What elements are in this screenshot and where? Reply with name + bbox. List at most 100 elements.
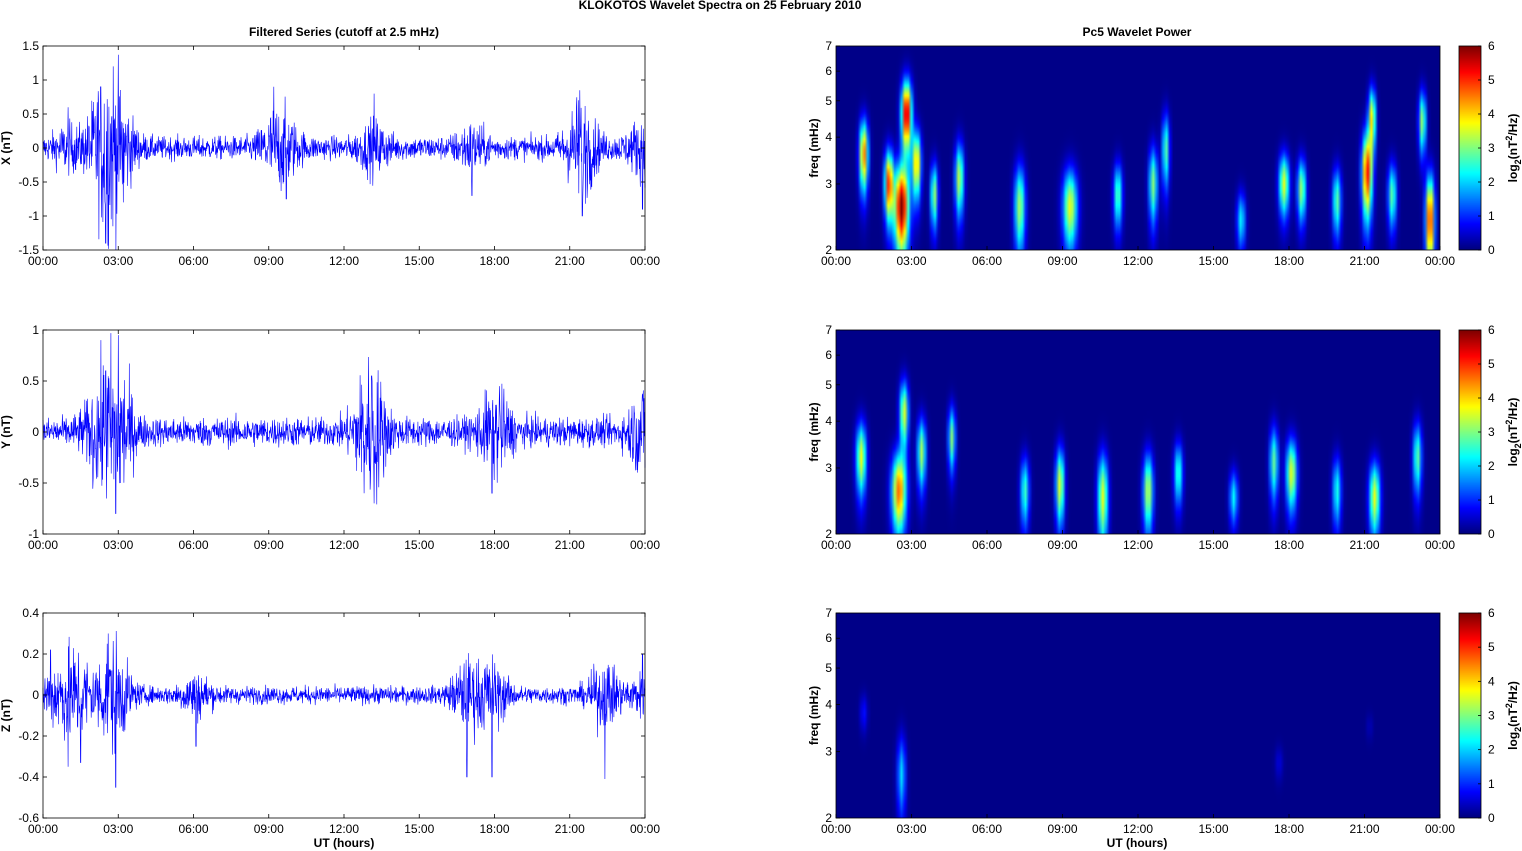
colorbar-tick-label: 6 (1488, 323, 1495, 337)
xtick-label: 00:00 (28, 538, 58, 552)
xtick-label: 21:00 (555, 254, 585, 268)
xtick-label: 15:00 (404, 254, 434, 268)
series-panel-z: 0.40.20-0.2-0.4-0.600:00 03:00 06:00 09:00 1… (0, 606, 660, 836)
figure-suptitle: KLOKOTOS Wavelet Spectra on 25 February … (579, 0, 862, 12)
colorbar-tick-label: 4 (1488, 674, 1495, 688)
ytick-label: 4 (825, 130, 832, 144)
xtick-label: 03:00 (103, 538, 133, 552)
left-column-title: Filtered Series (cutoff at 2.5 mHz) (249, 25, 439, 39)
colorbar-tick-label: 5 (1488, 640, 1495, 654)
xtick-label: 12:00 (1123, 254, 1153, 268)
xtick-label: 15:00 (1198, 538, 1228, 552)
xtick-label: 06:00 (972, 538, 1002, 552)
xtick-label: 15:00 (404, 538, 434, 552)
ytick-label: 1 (32, 73, 39, 87)
ytick-label: 6 (825, 64, 832, 78)
wavelet-image-wy (836, 330, 1440, 534)
colorbar-tick-label: 6 (1488, 39, 1495, 53)
plot-area (43, 613, 645, 818)
ytick-label: 4 (825, 414, 832, 428)
ytick-label: 5 (825, 378, 832, 392)
colorbar-wx (1459, 46, 1481, 250)
colorbar-tick-label: 2 (1488, 743, 1495, 757)
xtick-label: 18:00 (1274, 822, 1304, 836)
right-xlabel: UT (hours) (1107, 836, 1168, 850)
series-panel-x: 1.510.50-0.5-1-1.500:00 03:00 06:00 09:00 12… (0, 39, 660, 268)
xtick-label: 12:00 (1123, 822, 1153, 836)
ytick-label: 0.2 (22, 647, 39, 661)
right-column-title: Pc5 Wavelet Power (1083, 25, 1192, 39)
xtick-label: 09:00 (254, 538, 284, 552)
xtick-label: 21:00 (1349, 538, 1379, 552)
ytick-label: -1 (28, 209, 39, 223)
ytick-label: 3 (825, 745, 832, 759)
xtick-label: 03:00 (896, 254, 926, 268)
colorbar-tick-label: 5 (1488, 357, 1495, 371)
wavelet-image-wx (836, 46, 1440, 250)
colorbar-tick-label: 0 (1488, 243, 1495, 257)
colorbar-label: log2(nT2/Hz) (1504, 398, 1522, 467)
xtick-label: 00:00 (821, 822, 851, 836)
xtick-label: 00:00 (1425, 254, 1455, 268)
colorbar-tick-label: 0 (1488, 811, 1495, 825)
ytick-label: 7 (825, 39, 832, 53)
xtick-label: 12:00 (1123, 538, 1153, 552)
freq-ylabel: freq (mHz) (807, 118, 821, 177)
xtick-label: 12:00 (329, 254, 359, 268)
series-line-y (42, 333, 646, 514)
colorbar-label: log2(nT2/Hz) (1504, 114, 1522, 183)
xtick-label: 18:00 (479, 538, 509, 552)
xtick-label: 00:00 (630, 254, 660, 268)
ytick-label: 5 (825, 94, 832, 108)
colorbar-tick-label: 3 (1488, 709, 1495, 723)
ytick-label: -0.2 (18, 729, 39, 743)
xtick-label: 00:00 (28, 254, 58, 268)
series-line-x (42, 54, 646, 251)
xtick-label: 15:00 (1198, 254, 1228, 268)
xtick-label: 15:00 (404, 822, 434, 836)
xtick-label: 03:00 (896, 538, 926, 552)
colorbar-tick-label: 3 (1488, 141, 1495, 155)
colorbar-tick-label: 3 (1488, 425, 1495, 439)
ytick-label: -0.4 (18, 770, 39, 784)
ytick-label: -1 (28, 527, 39, 541)
ylabel-y: Y (nT) (0, 415, 13, 449)
xtick-label: 09:00 (1047, 254, 1077, 268)
xtick-label: 18:00 (1274, 538, 1304, 552)
ytick-label: -1.5 (18, 243, 39, 257)
left-xlabel: UT (hours) (314, 836, 375, 850)
xtick-label: 09:00 (1047, 538, 1077, 552)
xtick-label: 00:00 (1425, 538, 1455, 552)
xtick-label: 00:00 (1425, 822, 1455, 836)
colorbar-tick-label: 2 (1488, 175, 1495, 189)
xtick-label: 18:00 (1274, 254, 1304, 268)
ytick-label: 0 (32, 425, 39, 439)
colorbar-tick-label: 4 (1488, 107, 1495, 121)
ytick-label: 0 (32, 141, 39, 155)
ytick-label: 0.4 (22, 606, 39, 620)
ytick-label: 2 (825, 243, 832, 257)
colorbar-tick-label: 1 (1488, 209, 1495, 223)
ytick-label: 1.5 (22, 39, 39, 53)
xtick-label: 03:00 (896, 822, 926, 836)
ylabel-x: X (nT) (0, 131, 13, 165)
xtick-label: 00:00 (630, 538, 660, 552)
ytick-label: 7 (825, 323, 832, 337)
freq-ylabel: freq (mHz) (807, 686, 821, 745)
ytick-label: 7 (825, 606, 832, 620)
wavelet-image-wz (836, 613, 1440, 818)
xtick-label: 21:00 (1349, 254, 1379, 268)
xtick-label: 00:00 (28, 822, 58, 836)
xtick-label: 09:00 (1047, 822, 1077, 836)
xtick-label: 15:00 (1198, 822, 1228, 836)
xtick-label: 09:00 (254, 822, 284, 836)
ytick-label: 3 (825, 177, 832, 191)
xtick-label: 06:00 (178, 254, 208, 268)
xtick-label: 06:00 (178, 822, 208, 836)
xtick-label: 06:00 (972, 822, 1002, 836)
xtick-label: 00:00 (821, 254, 851, 268)
wavelet-panel-wz: 2 3 4 5 6 7 00:00 03:00 06:00 09:00 12:00 15:00 18:0… (807, 606, 1522, 836)
colorbar-tick-label: 2 (1488, 459, 1495, 473)
xtick-label: 21:00 (1349, 822, 1379, 836)
xtick-label: 03:00 (103, 254, 133, 268)
